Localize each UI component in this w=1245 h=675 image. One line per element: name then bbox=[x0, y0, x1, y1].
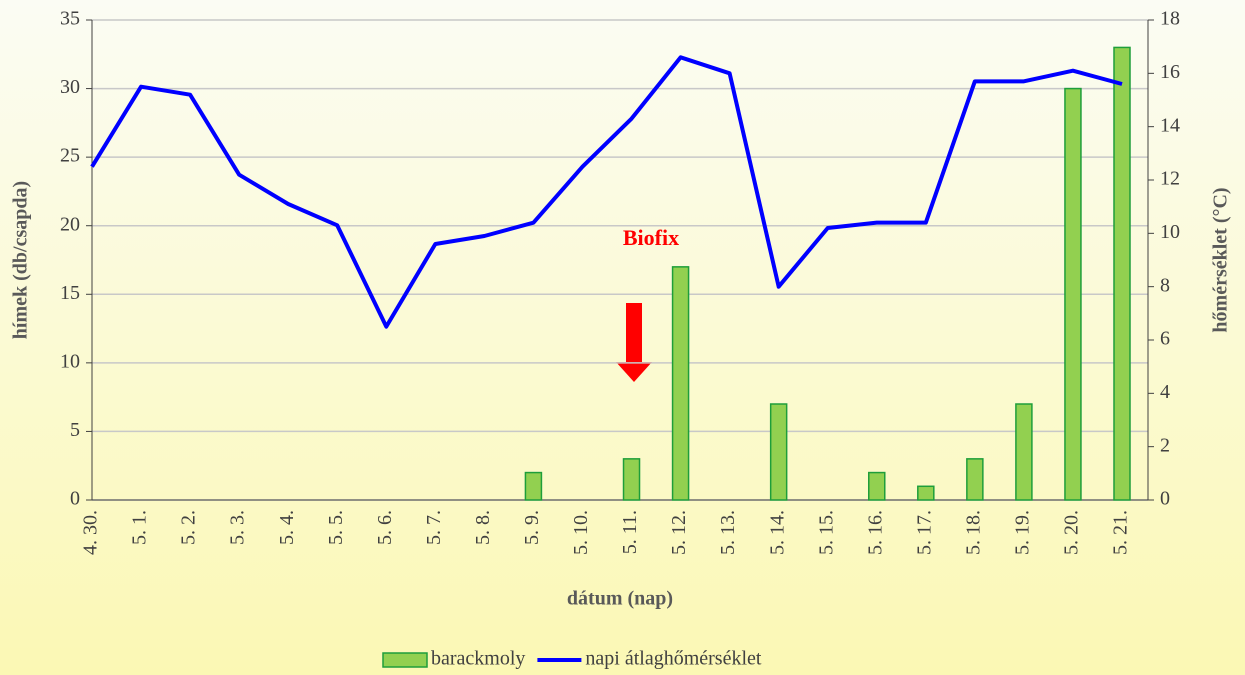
bar bbox=[1064, 87, 1082, 501]
bar bbox=[622, 458, 641, 501]
y-tick-label: 20 bbox=[60, 213, 80, 235]
x-axis-title: dátum (nap) bbox=[567, 588, 673, 610]
x-tick-label: 5. 4. bbox=[276, 510, 298, 545]
x-tick-label: 5. 16. bbox=[864, 510, 886, 555]
x-tick-label: 5. 13. bbox=[717, 510, 739, 555]
legend-label: barackmoly bbox=[431, 648, 525, 670]
y2-tick-label: 12 bbox=[1160, 168, 1180, 190]
y-tick-label: 15 bbox=[60, 282, 80, 304]
y2-tick-label: 8 bbox=[1160, 274, 1170, 296]
y2-tick-label: 6 bbox=[1160, 328, 1170, 350]
bar bbox=[966, 458, 984, 501]
y-axis-title: hímek (db/csapda) bbox=[10, 181, 32, 339]
y2-tick-label: 14 bbox=[1160, 114, 1180, 136]
y2-tick-label: 2 bbox=[1160, 434, 1170, 456]
y-tick-label: 35 bbox=[60, 8, 80, 30]
y2-tick-label: 0 bbox=[1160, 488, 1170, 510]
x-tick-label: 5. 12. bbox=[668, 510, 690, 555]
annotation: Biofix bbox=[623, 225, 679, 250]
x-tick-label: 5. 10. bbox=[570, 510, 592, 555]
y2-axis-title: hőmérséklet (°C) bbox=[1210, 187, 1232, 332]
x-tick-label: 5. 3. bbox=[227, 510, 249, 545]
y2-tick-label: 10 bbox=[1160, 221, 1180, 243]
x-tick-label: 4. 30. bbox=[80, 510, 102, 555]
x-tick-label: 5. 14. bbox=[766, 510, 788, 555]
line bbox=[90, 55, 1123, 329]
y2-tick-label: 16 bbox=[1160, 61, 1180, 83]
bar bbox=[524, 471, 543, 501]
x-tick-label: 5. 17. bbox=[913, 510, 935, 555]
x-tick-label: 5. 18. bbox=[962, 510, 984, 555]
x-tick-label: 5. 1. bbox=[129, 510, 151, 545]
x-tick-label: 5. 19. bbox=[1011, 510, 1033, 555]
x-tick-label: 5. 9. bbox=[521, 510, 543, 545]
bar bbox=[917, 485, 935, 501]
x-tick-label: 5. 7. bbox=[423, 510, 445, 545]
y-tick-label: 30 bbox=[60, 76, 80, 98]
y2-tick-label: 18 bbox=[1160, 8, 1180, 30]
x-tick-label: 5. 2. bbox=[178, 510, 200, 545]
x-tick-label: 5. 5. bbox=[325, 510, 347, 545]
legend-swatch bbox=[382, 652, 428, 668]
x-tick-label: 5. 15. bbox=[815, 510, 837, 555]
bar bbox=[1015, 403, 1033, 501]
x-tick-label: 5. 21. bbox=[1110, 510, 1132, 555]
y2-tick-label: 4 bbox=[1160, 381, 1170, 403]
x-tick-label: 5. 6. bbox=[374, 510, 396, 545]
x-tick-label: 5. 8. bbox=[472, 510, 494, 545]
y-tick-label: 0 bbox=[70, 488, 80, 510]
bar bbox=[1113, 46, 1131, 501]
y-tick-label: 10 bbox=[60, 350, 80, 372]
bar bbox=[868, 471, 886, 501]
x-tick-label: 5. 20. bbox=[1061, 510, 1083, 555]
bar bbox=[671, 266, 690, 501]
legend-label: napi átlaghőmérséklet bbox=[585, 648, 761, 670]
y-tick-label: 25 bbox=[60, 145, 80, 167]
bar bbox=[769, 403, 788, 501]
y-tick-label: 5 bbox=[70, 419, 80, 441]
x-tick-label: 5. 11. bbox=[619, 510, 641, 554]
